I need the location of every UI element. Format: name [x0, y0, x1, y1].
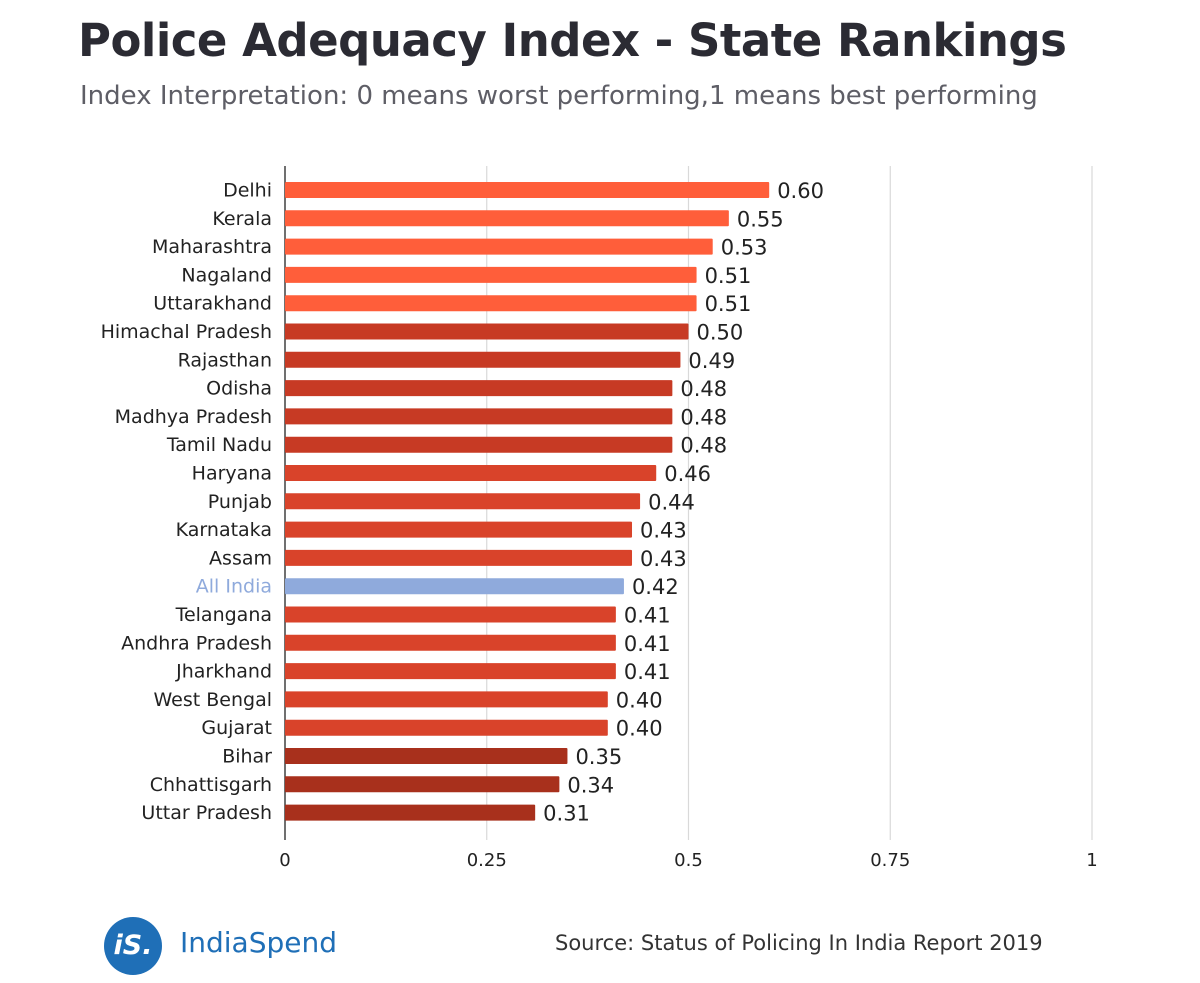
category-label: Assam	[209, 547, 272, 569]
category-label: Rajasthan	[178, 349, 272, 371]
category-label: Chhattisgarh	[150, 774, 272, 796]
bar	[285, 606, 616, 623]
data-label: 0.60	[777, 179, 824, 203]
bar	[285, 549, 633, 566]
category-label: Gujarat	[201, 717, 272, 739]
data-label: 0.40	[616, 688, 663, 712]
bar	[285, 210, 729, 227]
bar	[285, 748, 568, 764]
bar-chart: Delhi Kerala Maharashtra Nagaland Uttarakhan…	[101, 166, 1098, 871]
category-label: Kerala	[212, 208, 272, 230]
category-label: Nagaland	[181, 264, 272, 286]
data-label: 0.31	[543, 802, 590, 826]
data-label: 0.53	[721, 236, 768, 260]
source-note: Source: Status of Policing In India Repo…	[555, 931, 1043, 955]
data-label: 0.55	[737, 207, 784, 231]
data-label: 0.44	[648, 490, 695, 514]
category-label: Jharkhand	[175, 661, 272, 683]
bar	[285, 465, 657, 481]
category-label: Uttarakhand	[153, 293, 272, 315]
bar	[285, 323, 689, 340]
bar	[285, 493, 641, 510]
brand-name: IndiaSpend	[180, 926, 338, 959]
bar	[285, 691, 608, 708]
category-label: Odisha	[206, 378, 272, 400]
bar	[285, 578, 624, 595]
data-label: 0.41	[624, 660, 671, 684]
bar	[285, 804, 536, 821]
x-axis-ticks: 0 0.25 0.5 0.75 1	[279, 850, 1097, 871]
data-label: 0.48	[680, 405, 727, 429]
data-label: 0.34	[567, 773, 614, 797]
category-label: Punjab	[208, 491, 272, 513]
x-tick-label: 0.5	[674, 850, 703, 871]
bar	[285, 380, 673, 397]
data-label: 0.48	[680, 434, 727, 458]
data-label: 0.41	[624, 632, 671, 656]
bar	[285, 351, 681, 368]
category-label: Haryana	[192, 463, 272, 485]
x-tick-label: 0	[279, 850, 290, 871]
category-label: Delhi	[223, 180, 272, 202]
category-label: Karnataka	[176, 519, 272, 541]
bar	[285, 521, 633, 538]
category-label: Madhya Pradesh	[115, 406, 272, 428]
bar	[285, 663, 616, 680]
category-label: Maharashtra	[152, 236, 272, 258]
chart-title: Police Adequacy Index - State Rankings	[78, 14, 1067, 67]
x-tick-label: 0.25	[467, 850, 507, 871]
category-label: Bihar	[222, 746, 272, 768]
bar	[285, 719, 608, 736]
category-labels: Delhi Kerala Maharashtra Nagaland Uttarakhan…	[101, 180, 273, 825]
category-label: All India	[196, 576, 272, 598]
data-label: 0.50	[697, 321, 744, 345]
x-tick-label: 1	[1086, 850, 1097, 871]
bar	[285, 408, 673, 425]
data-label: 0.51	[705, 264, 752, 288]
category-label: Uttar Pradesh	[141, 802, 272, 824]
data-label: 0.42	[632, 575, 679, 599]
chart-subtitle: Index Interpretation: 0 means worst perf…	[80, 81, 1038, 111]
category-label: Tamil Nadu	[166, 434, 272, 456]
bar	[285, 634, 616, 651]
bar	[285, 182, 770, 198]
category-label: Himachal Pradesh	[101, 321, 272, 343]
data-label: 0.48	[680, 377, 727, 401]
bar	[285, 436, 673, 453]
bar	[285, 266, 697, 283]
indiaspend-logo-icon: iS.	[104, 917, 162, 975]
category-label: Andhra Pradesh	[121, 632, 272, 654]
data-label: 0.40	[616, 717, 663, 741]
bar	[285, 238, 713, 255]
bars	[285, 182, 770, 821]
bar	[285, 295, 697, 312]
data-label: 0.51	[705, 292, 752, 316]
data-label: 0.43	[640, 519, 687, 543]
data-label: 0.35	[575, 745, 622, 769]
category-label: Telangana	[175, 604, 272, 626]
value-labels: 0.60 0.55 0.53 0.51 0.51 0.50 0.49 0.48 0.48 0.48…	[543, 179, 824, 826]
bar	[285, 776, 560, 793]
data-label: 0.43	[640, 547, 687, 571]
x-tick-label: 0.75	[870, 850, 910, 871]
data-label: 0.46	[664, 462, 711, 486]
data-label: 0.49	[688, 349, 735, 373]
category-label: West Bengal	[154, 689, 273, 711]
data-label: 0.41	[624, 604, 671, 628]
